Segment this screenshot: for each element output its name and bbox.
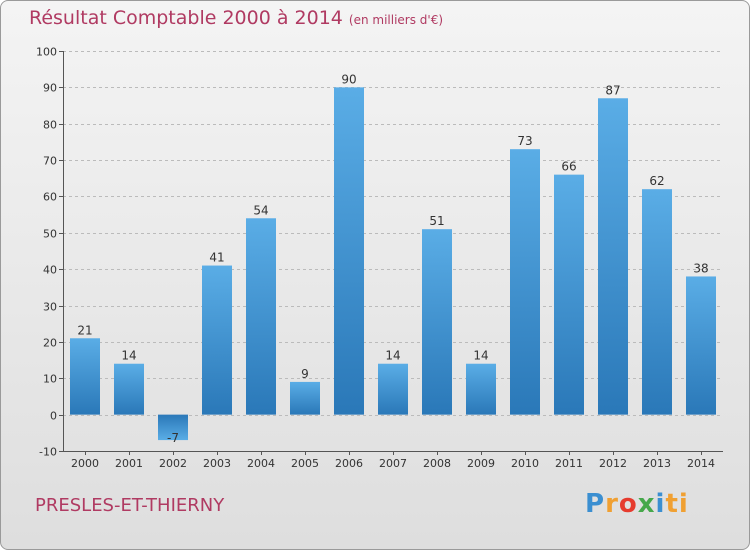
- bar-2004: [246, 218, 276, 415]
- data-label-2006: 90: [341, 72, 356, 86]
- y-tick-label: 40: [43, 264, 57, 277]
- bar-2000: [70, 338, 100, 415]
- bar-2011: [554, 174, 584, 415]
- data-label-2009: 14: [473, 349, 488, 363]
- bar-2013: [642, 189, 672, 415]
- bar-2014: [686, 276, 716, 415]
- data-label-2012: 87: [605, 83, 620, 97]
- y-tick-label: 10: [43, 373, 57, 386]
- y-tick-label: 20: [43, 337, 57, 350]
- data-label-2002: -7: [167, 431, 179, 445]
- x-tick-label-2008: 2008: [423, 457, 451, 470]
- data-label-2007: 14: [385, 349, 400, 363]
- bar-2007: [378, 363, 408, 415]
- y-tick-label: 90: [43, 82, 57, 95]
- bar-2010: [510, 149, 540, 415]
- data-label-2000: 21: [77, 323, 92, 337]
- bar-2003: [202, 265, 232, 415]
- x-tick-label-2011: 2011: [555, 457, 583, 470]
- data-label-2004: 54: [253, 203, 268, 217]
- y-tick-label: 70: [43, 155, 57, 168]
- x-tick-label-2003: 2003: [203, 457, 231, 470]
- x-tick-label-2007: 2007: [379, 457, 407, 470]
- y-tick-label: 80: [43, 119, 57, 132]
- x-tick-label-2006: 2006: [335, 457, 363, 470]
- y-tick-label: 30: [43, 301, 57, 314]
- bar-2008: [422, 229, 452, 415]
- data-label-2001: 14: [121, 349, 136, 363]
- y-tick-label: 50: [43, 228, 57, 241]
- y-tick-label: 100: [36, 46, 57, 59]
- chart-title: Résultat Comptable 2000 à 2014: [29, 7, 343, 29]
- x-tick-label-2004: 2004: [247, 457, 275, 470]
- data-label-2008: 51: [429, 214, 444, 228]
- x-tick-label-2012: 2012: [599, 457, 627, 470]
- x-tick-label-2009: 2009: [467, 457, 495, 470]
- bar-2012: [598, 98, 628, 415]
- data-label-2013: 62: [649, 174, 664, 188]
- bar-2005: [290, 381, 320, 415]
- x-tick-label-2001: 2001: [115, 457, 143, 470]
- data-label-2014: 38: [693, 261, 708, 275]
- data-label-2011: 66: [561, 160, 576, 174]
- x-tick-label-2014: 2014: [687, 457, 715, 470]
- chart-subtitle: (en milliers d'€): [348, 13, 444, 27]
- data-label-2005: 9: [301, 367, 309, 381]
- x-tick-label-2010: 2010: [511, 457, 539, 470]
- commune-name: PRESLES-ET-THIERNY: [35, 495, 225, 516]
- x-tick-label-2005: 2005: [291, 457, 319, 470]
- y-tick-label: 0: [50, 410, 57, 423]
- bar-2001: [114, 363, 144, 415]
- chart-title-block: Résultat Comptable 2000 à 2014 (en millie…: [29, 7, 443, 29]
- proxiti-logo: Proxiti: [585, 489, 689, 519]
- bar-2006: [334, 87, 364, 415]
- x-tick-label-2002: 2002: [159, 457, 187, 470]
- bar-2009: [466, 363, 496, 415]
- y-tick-label: 60: [43, 191, 57, 204]
- x-tick-label-2013: 2013: [643, 457, 671, 470]
- data-label-2010: 73: [517, 134, 532, 148]
- data-label-2003: 41: [209, 251, 224, 265]
- x-tick-label-2000: 2000: [71, 457, 99, 470]
- bar-2002: [158, 414, 188, 441]
- y-tick-label: -10: [39, 446, 57, 459]
